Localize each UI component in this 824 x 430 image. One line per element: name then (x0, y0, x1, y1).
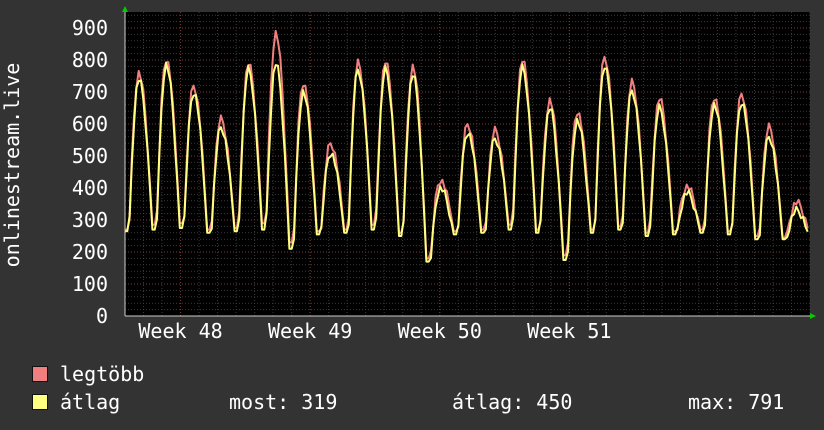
stat-current: most: 319 (229, 390, 337, 414)
y-tick-label: 100 (72, 272, 108, 296)
y-tick-label: 0 (96, 304, 108, 328)
legend-item-avg: átlag (32, 390, 120, 414)
legend-swatch-max (32, 366, 48, 382)
y-tick-label: 300 (72, 208, 108, 232)
series-line-avg (125, 61, 809, 263)
x-tick-label: Week 49 (268, 319, 352, 343)
grid (124, 12, 811, 317)
stat-current-value: 319 (301, 390, 338, 414)
plot-background (125, 12, 810, 316)
x-axis-arrow-icon (810, 313, 816, 319)
series-group (125, 29, 809, 263)
x-tick-label: Week 48 (138, 319, 222, 343)
x-tick-labels: Week 48 Week 49 Week 50 Week 51 (138, 319, 611, 343)
y-tick-label: 600 (72, 112, 108, 136)
y-tick-labels: 0 100 200 300 400 500 600 700 800 900 (72, 16, 108, 328)
x-tick-label: Week 50 (398, 319, 482, 343)
y-axis-label: onlinestream.live (0, 63, 24, 268)
legend-swatch-avg (32, 394, 48, 410)
legend-label-avg: átlag (60, 390, 121, 414)
x-tick-label: Week 51 (527, 319, 611, 343)
y-tick-label: 800 (72, 48, 108, 72)
legend-label-max: legtöbb (60, 362, 145, 386)
stat-max-value: 791 (748, 390, 785, 414)
y-tick-label: 500 (72, 144, 108, 168)
y-tick-label: 400 (72, 176, 108, 200)
y-axis-arrow-icon (122, 6, 128, 12)
stat-max-label: max: (688, 390, 737, 414)
y-tick-label: 200 (72, 240, 108, 264)
stat-current-label: most: (229, 390, 290, 414)
legend-item-max: legtöbb (32, 362, 144, 386)
stat-max: max: 791 (688, 390, 784, 414)
y-tick-label: 700 (72, 80, 108, 104)
y-tick-label: 900 (72, 16, 108, 40)
stat-average-label: átlag: (452, 390, 525, 414)
stat-average: átlag: 450 (452, 390, 572, 414)
stat-average-value: 450 (536, 390, 573, 414)
